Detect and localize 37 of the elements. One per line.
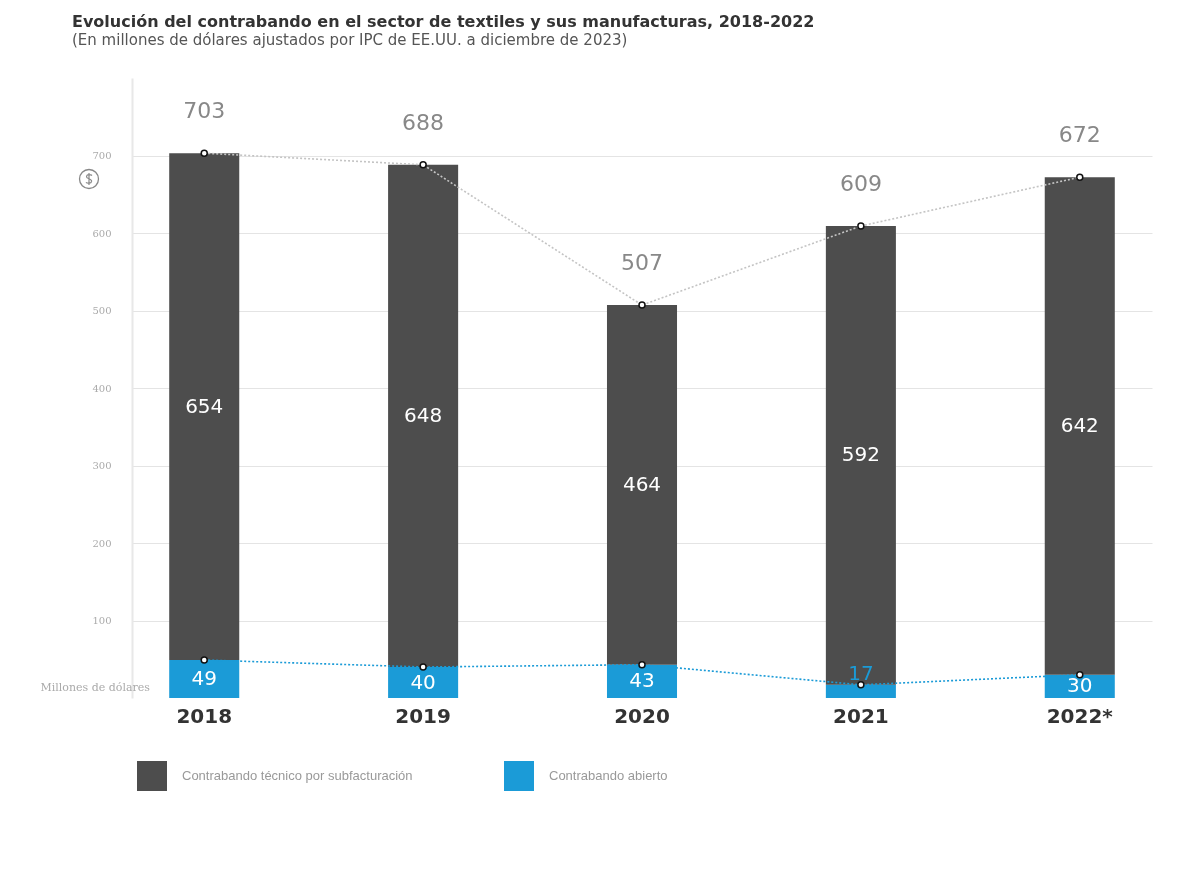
- data-label: 17: [848, 660, 874, 685]
- bar: [388, 164, 459, 667]
- y-axis-title: Millones de dólares: [40, 680, 151, 694]
- x-tick-label: 2022*: [1046, 703, 1114, 728]
- y-tick-label: 300: [92, 460, 112, 471]
- y-tick-label: 600: [92, 227, 112, 239]
- y-tick-label: 200: [92, 537, 112, 549]
- data-label: 43: [629, 668, 655, 693]
- data-label: 40: [410, 669, 436, 694]
- chart-subtitle: (En millones de dólares ajustados por IPC de EE.UU. a diciembre de 2023): [72, 31, 628, 49]
- y-tick-label: 700: [92, 150, 112, 161]
- data-label: 507: [621, 250, 663, 276]
- data-label: 654: [185, 393, 224, 418]
- x-tick-label: 2020: [614, 703, 670, 728]
- y-tick-label: 500: [92, 305, 112, 316]
- y-tick-label: 400: [92, 382, 112, 394]
- x-tick-label: 2019: [395, 703, 451, 728]
- data-label: 672: [1058, 122, 1101, 148]
- bar: [606, 305, 678, 665]
- data-label: 703: [183, 98, 226, 124]
- bar: [825, 226, 896, 685]
- data-label: 49: [191, 666, 217, 691]
- x-tick-label: 2021: [833, 703, 889, 728]
- data-label: 642: [1060, 412, 1099, 437]
- data-label: 609: [839, 171, 882, 197]
- x-tick-label: 2018: [176, 703, 233, 728]
- data-label: 688: [402, 109, 445, 135]
- data-label: 464: [622, 471, 662, 496]
- data-label: 592: [841, 442, 880, 467]
- legend-label: Contrabando abierto: [549, 768, 668, 783]
- chart-title: Evolución del contrabando en el sector de textiles y sus manufacturas, 2018-2022: [72, 12, 815, 31]
- data-label: 30: [1067, 673, 1093, 698]
- data-label: 648: [404, 402, 443, 427]
- y-tick-label: 100: [92, 615, 112, 626]
- bar: [169, 153, 240, 661]
- bar: [1044, 177, 1115, 675]
- legend-label: Contrabando técnico por subfacturación: [182, 768, 413, 783]
